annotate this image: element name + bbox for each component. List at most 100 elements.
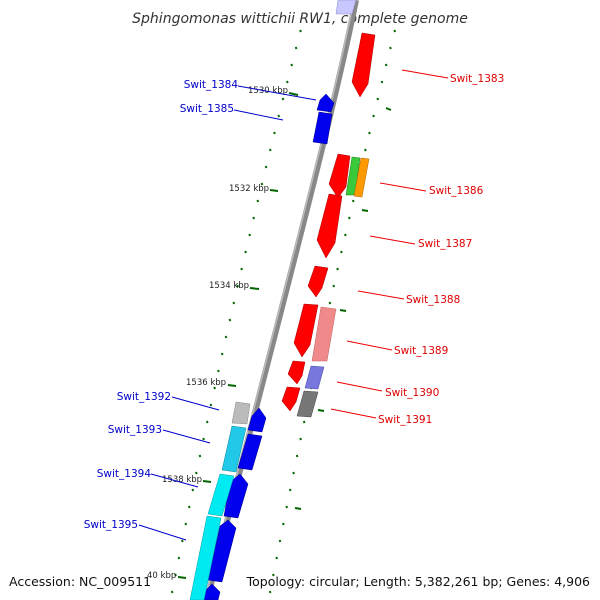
leader-swit-1395 (138, 524, 187, 541)
tick-1534 (249, 287, 260, 290)
guide-dot (277, 114, 281, 118)
gene-swit-1385[interactable] (312, 111, 333, 145)
gene-swit-1386[interactable] (328, 153, 351, 199)
guide-dot (290, 63, 294, 67)
gene-swit-1394[interactable] (207, 473, 235, 517)
gene-swit-1393-rev[interactable] (237, 433, 263, 471)
accession-text: Accession: NC_009511 (9, 574, 151, 589)
label-swit-1385[interactable]: Swit_1385 (180, 103, 234, 115)
gene-swit-1391-a[interactable] (281, 386, 301, 412)
guide-dot (393, 29, 397, 33)
guide-dot (195, 471, 198, 475)
guide-dot (268, 148, 272, 152)
gene-bottom-reverse[interactable] (203, 583, 221, 600)
gene-swit-1392[interactable] (231, 401, 251, 425)
label-swit-1393[interactable]: Swit_1393 (108, 424, 162, 436)
genome-title: Sphingomonas wittichii RW1, complete gen… (132, 11, 468, 27)
gene-swit-1390[interactable] (304, 365, 325, 390)
forward-genes (281, 32, 376, 418)
gene-swit-1388[interactable] (307, 265, 329, 298)
gene-swit-1387[interactable] (316, 193, 343, 259)
label-swit-1383[interactable]: Swit_1383 (450, 73, 504, 85)
gene-top-reverse[interactable] (335, 0, 357, 15)
label-swit-1390[interactable]: Swit_1390 (385, 387, 439, 399)
guide-dot (202, 437, 205, 441)
leader-swit-1386 (379, 182, 427, 192)
guide-dot (260, 182, 264, 186)
tick-1540 (177, 576, 187, 579)
guide-dot (384, 63, 388, 67)
guide-dot (232, 301, 236, 305)
guide-dot (272, 573, 275, 577)
tick-label: 1536 kbp (186, 378, 226, 388)
tick-1536 (227, 384, 237, 387)
outer-tick (361, 209, 369, 212)
label-swit-1394[interactable]: Swit_1394 (97, 468, 152, 480)
label-swit-1386[interactable]: Swit_1386 (429, 185, 484, 197)
guide-dot (364, 148, 367, 152)
guide-dot (191, 488, 195, 492)
guide-dot (389, 46, 392, 50)
leader-swit-1392 (171, 396, 220, 411)
guide-dot (187, 505, 191, 509)
leader-swit-1388 (357, 290, 405, 300)
left-gene-labels: Swit_1384 Swit_1385 Swit_1392 Swit_1393 … (84, 79, 239, 531)
guide-dot (344, 233, 347, 237)
guide-dot (205, 420, 209, 424)
guide-dot (376, 97, 380, 101)
reverse-genes (189, 0, 357, 600)
guide-dot (224, 335, 228, 339)
guide-dot (372, 114, 375, 118)
outer-tick (294, 507, 302, 510)
guide-dot (278, 539, 282, 543)
guide-dot (244, 250, 247, 254)
outer-tick (317, 409, 325, 412)
scale-ticks (177, 92, 299, 579)
label-swit-1395[interactable]: Swit_1395 (84, 519, 138, 531)
label-swit-1387[interactable]: Swit_1387 (418, 238, 472, 250)
guide-dot (368, 131, 371, 135)
gene-swit-1393[interactable] (221, 425, 247, 473)
guide-dot (170, 590, 174, 594)
guide-dot (302, 420, 306, 424)
guide-dot (240, 267, 243, 271)
label-swit-1389[interactable]: Swit_1389 (394, 345, 448, 357)
topology-text: Topology: circular; Length: 5,382,261 bp… (246, 574, 590, 589)
guide-dot (328, 301, 332, 305)
guide-dots (170, 29, 397, 594)
guide-dot (299, 29, 302, 33)
tick-1532 (269, 189, 279, 192)
guide-dot (213, 386, 216, 390)
gene-swit-1391[interactable] (296, 390, 319, 418)
guide-dot (282, 522, 285, 526)
guide-dot (184, 522, 188, 526)
gene-swit-1384[interactable] (316, 93, 335, 113)
label-swit-1384[interactable]: Swit_1384 (184, 79, 239, 91)
gene-swit-1395[interactable] (189, 515, 222, 600)
gene-swit-1386-alt[interactable] (353, 157, 370, 198)
guide-dot (285, 505, 289, 509)
guide-dot (228, 318, 232, 322)
label-swit-1391[interactable]: Swit_1391 (378, 414, 432, 426)
leader-swit-1393 (162, 429, 211, 444)
guide-dot (174, 573, 177, 577)
guide-dot (220, 352, 224, 356)
guide-dot (177, 556, 181, 560)
guide-dot (380, 80, 384, 84)
guide-dot (351, 199, 355, 203)
guide-dot (294, 46, 298, 50)
gene-swit-1392-rev[interactable] (247, 407, 267, 433)
gene-swit-1389-a[interactable] (293, 303, 319, 358)
guide-dot (275, 556, 278, 560)
label-swit-1392[interactable]: Swit_1392 (117, 391, 171, 403)
gene-swit-1383[interactable] (351, 32, 376, 98)
gene-swit-1390-a[interactable] (287, 360, 306, 385)
guide-dot (281, 97, 285, 101)
label-swit-1388[interactable]: Swit_1388 (406, 294, 460, 306)
guide-dot (336, 267, 339, 271)
gene-swit-1395-rev[interactable] (207, 519, 237, 583)
guide-dot (217, 369, 220, 373)
gene-swit-1389[interactable] (311, 306, 337, 362)
tick-label: 1534 kbp (209, 281, 249, 291)
